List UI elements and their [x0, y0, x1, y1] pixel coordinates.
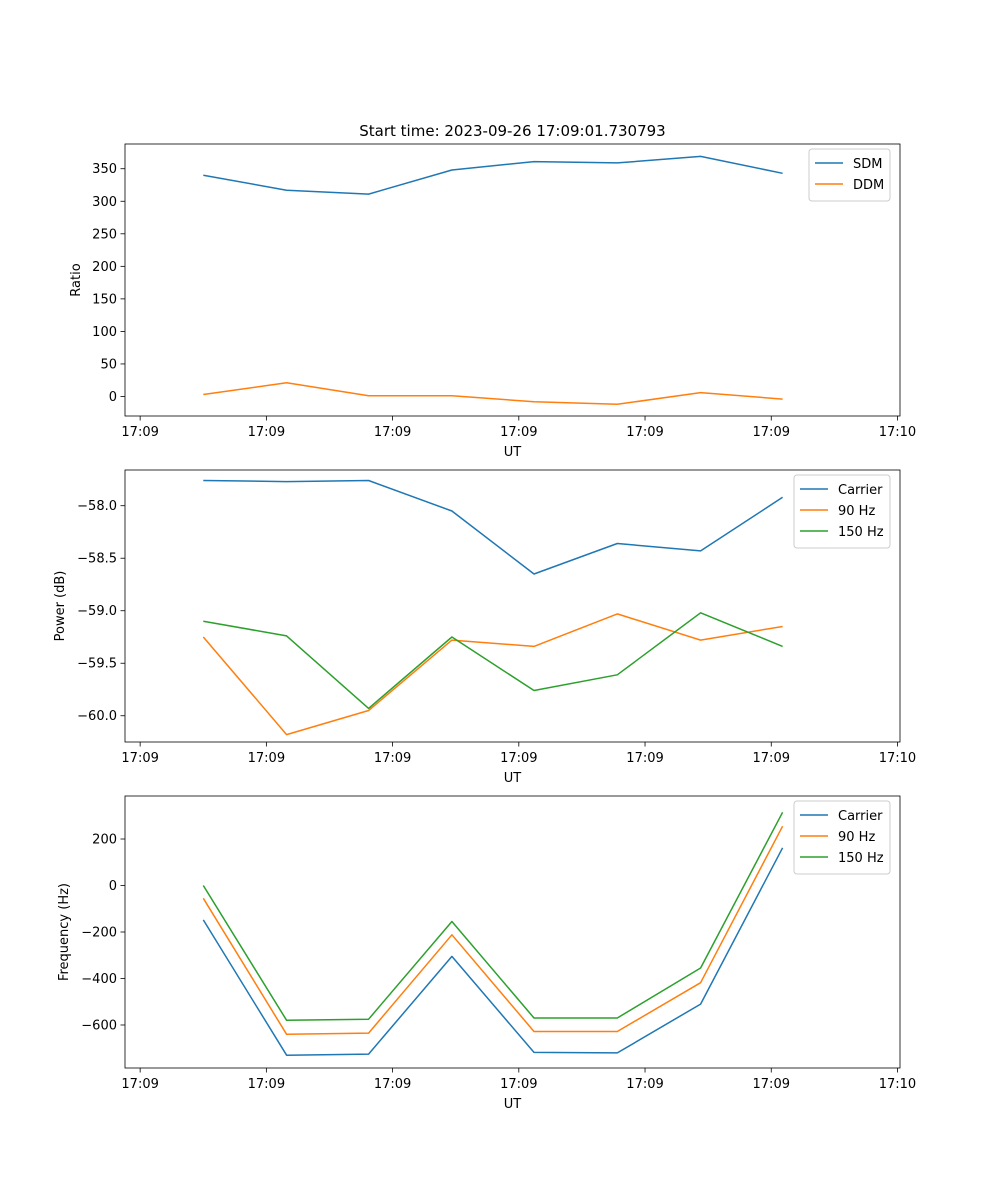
x-tick-label: 17:09 [248, 425, 285, 440]
y-tick-label: 200 [92, 260, 117, 275]
x-axis-label: UT [504, 771, 522, 786]
y-tick-label: 350 [92, 162, 117, 177]
x-axis-label: UT [504, 445, 522, 460]
y-tick-label: 200 [92, 833, 117, 848]
x-tick-label: 17:09 [500, 425, 537, 440]
legend-label: SDM [853, 157, 882, 172]
figure-title: Start time: 2023-09-26 17:09:01.730793 [359, 122, 665, 140]
y-axis-label: Power (dB) [53, 571, 68, 642]
x-tick-label: 17:09 [121, 1077, 158, 1092]
y-tick-label: 250 [92, 227, 117, 242]
x-tick-label: 17:09 [248, 751, 285, 766]
chart-panel-1: 17:09 17:09 17:09 17:09 17:09 17:09 17:10 0 50 10… [69, 143, 916, 460]
x-tick-label: 17:09 [626, 425, 663, 440]
legend-box [793, 800, 891, 875]
x-tick-label: 17:09 [121, 751, 158, 766]
x-axis-label: UT [504, 1097, 522, 1112]
chart-panel-3: 17:09 17:09 17:09 17:09 17:09 17:09 17:10 −600 −… [57, 795, 916, 1112]
x-tick-label: 17:09 [753, 425, 790, 440]
series-line-sdm [203, 155, 783, 195]
y-tick-label: 100 [92, 325, 117, 340]
series-line-90-hz [202, 613, 783, 736]
legend: SDM DDM [808, 148, 891, 202]
x-tick-label: 17:10 [879, 751, 916, 766]
series-line-150-hz [203, 612, 783, 710]
x-tick-label: 17:09 [626, 1077, 663, 1092]
y-tick-label: 150 [92, 292, 117, 307]
y-tick-label: −58.0 [77, 499, 117, 514]
plot-frame [124, 469, 901, 743]
legend-label: 150 Hz [838, 851, 884, 866]
y-tick-label: 0 [109, 879, 117, 894]
y-tick-label: 0 [109, 390, 117, 405]
y-tick-label: −59.5 [77, 657, 117, 672]
series-line-ddm [203, 382, 783, 406]
y-tick-label: −600 [81, 1018, 117, 1033]
x-tick-label: 17:09 [626, 751, 663, 766]
y-tick-label: −200 [81, 926, 117, 941]
legend-label: 90 Hz [838, 504, 875, 519]
chart-panel-2: 17:09 17:09 17:09 17:09 17:09 17:09 17:10 −60.0… [53, 469, 916, 786]
y-tick-label: −58.5 [77, 552, 117, 567]
y-tick-label: −60.0 [77, 709, 117, 724]
legend-box [808, 148, 891, 202]
legend: Carrier 90 Hz 150 Hz [793, 474, 891, 549]
legend-label: 150 Hz [838, 525, 884, 540]
y-axis-label: Ratio [69, 263, 84, 296]
x-tick-label: 17:10 [879, 425, 916, 440]
x-tick-label: 17:09 [121, 425, 158, 440]
y-tick-label: 300 [92, 195, 117, 210]
legend-label: Carrier [838, 483, 883, 498]
x-tick-label: 17:09 [500, 751, 537, 766]
x-tick-label: 17:09 [248, 1077, 285, 1092]
x-tick-label: 17:09 [753, 1077, 790, 1092]
y-tick-label: −59.0 [77, 604, 117, 619]
series-line-150-hz [202, 811, 784, 1022]
x-tick-label: 17:09 [374, 751, 411, 766]
series-line-carrier [202, 847, 784, 1056]
x-tick-label: 17:10 [879, 1077, 916, 1092]
series-line-90-hz [202, 825, 784, 1036]
x-tick-label: 17:09 [374, 425, 411, 440]
legend-box [793, 474, 891, 549]
legend-label: DDM [853, 178, 884, 193]
y-axis-label: Frequency (Hz) [57, 883, 72, 981]
y-tick-label: 50 [100, 357, 117, 372]
x-tick-label: 17:09 [753, 751, 790, 766]
series-line-carrier [203, 479, 784, 575]
x-tick-label: 17:09 [374, 1077, 411, 1092]
x-tick-label: 17:09 [500, 1077, 537, 1092]
plot-frame [124, 143, 901, 417]
legend-label: Carrier [838, 809, 883, 824]
y-tick-label: −400 [81, 972, 117, 987]
legend-label: 90 Hz [838, 830, 875, 845]
legend: Carrier 90 Hz 150 Hz [793, 800, 891, 875]
